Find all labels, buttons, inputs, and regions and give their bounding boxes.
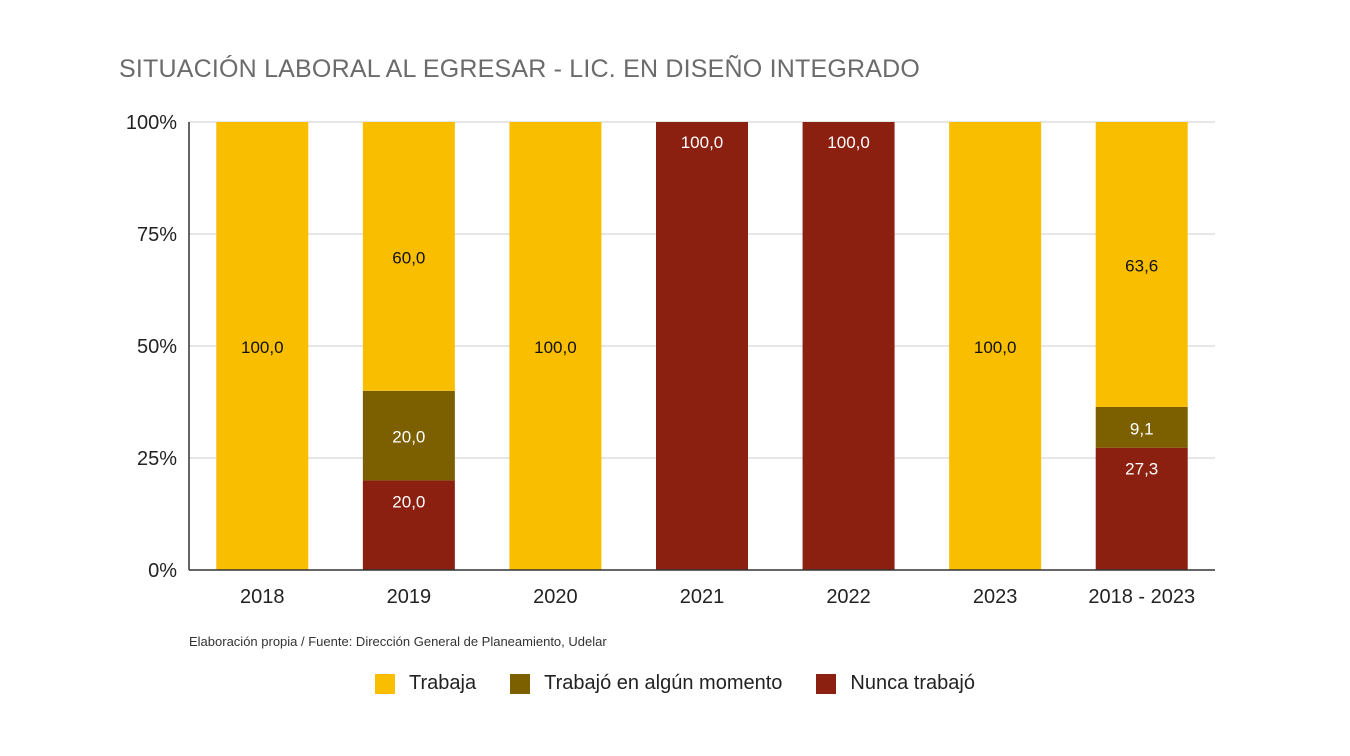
source-note: Elaboración propia / Fuente: Dirección G… xyxy=(189,634,607,649)
data-label: 100,0 xyxy=(241,338,284,357)
legend-swatch xyxy=(816,673,837,694)
bar-segment xyxy=(216,122,309,570)
y-tick-label: 75% xyxy=(137,224,177,246)
x-tick-label: 2020 xyxy=(533,586,578,608)
data-label: 20,0 xyxy=(392,428,425,447)
x-tick-label: 2019 xyxy=(387,586,432,608)
bar-segment xyxy=(362,390,455,481)
bar-segment xyxy=(362,480,455,570)
data-label: 27,3 xyxy=(1125,460,1158,479)
data-label: 100,0 xyxy=(827,133,870,152)
legend-label: Trabajó en algún momento xyxy=(544,672,783,694)
x-tick-label: 2018 xyxy=(240,586,285,608)
bar-segment xyxy=(1095,122,1188,407)
data-label: 20,0 xyxy=(392,492,425,511)
legend-swatch xyxy=(375,673,396,694)
x-tick-label: 2021 xyxy=(680,586,725,608)
legend: Trabaja Trabajó en algún momento Nunca tra… xyxy=(0,672,1350,695)
data-label: 100,0 xyxy=(681,133,724,152)
data-label: 9,1 xyxy=(1130,419,1154,438)
bar-segment xyxy=(509,122,602,570)
y-tick-label: 0% xyxy=(148,560,177,582)
bar-segment xyxy=(949,122,1042,570)
data-label: 100,0 xyxy=(534,338,577,357)
legend-swatch xyxy=(510,673,531,694)
y-tick-label: 100% xyxy=(126,112,177,134)
legend-item: Trabajó en algún momento xyxy=(510,672,782,695)
x-tick-label: 2018 - 2023 xyxy=(1088,586,1195,608)
legend-label: Trabaja xyxy=(409,672,477,694)
legend-item: Trabaja xyxy=(375,672,476,695)
bar-segment xyxy=(802,122,895,570)
chart-title: SITUACIÓN LABORAL AL EGRESAR - LIC. EN D… xyxy=(119,55,920,83)
stacked-bar-chart: 0% 25% 50% 75% 100% 100,0 2018 20,0 20,0 60,0 2019… xyxy=(126,112,1215,608)
legend-item: Nunca trabajó xyxy=(816,672,975,695)
y-tick-label: 25% xyxy=(137,448,177,470)
data-label: 100,0 xyxy=(974,338,1017,357)
bar-segment xyxy=(1095,447,1188,570)
bar-segment xyxy=(656,122,748,570)
x-tick-label: 2022 xyxy=(826,586,871,608)
data-label: 60,0 xyxy=(392,248,425,267)
bar-segment xyxy=(362,122,455,391)
data-label: 63,6 xyxy=(1125,256,1158,275)
bar-segment xyxy=(1095,406,1188,448)
x-tick-label: 2023 xyxy=(973,586,1018,608)
legend-label: Nunca trabajó xyxy=(850,672,975,694)
y-tick-label: 50% xyxy=(137,336,177,358)
